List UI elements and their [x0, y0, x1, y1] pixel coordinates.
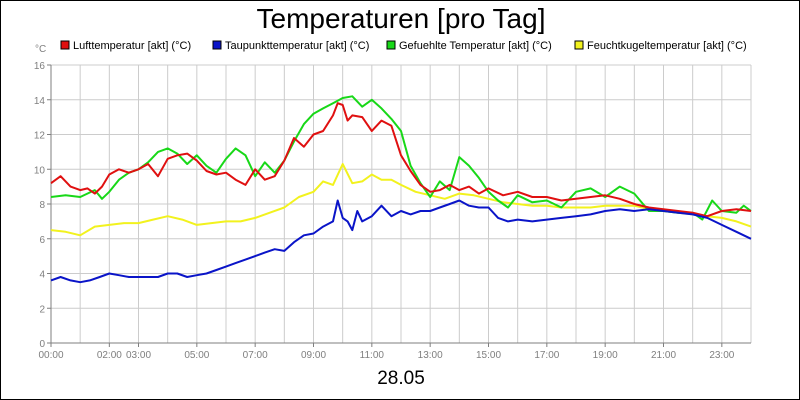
y-tick-label: 2 — [39, 304, 45, 315]
y-tick-label: 14 — [34, 96, 46, 107]
x-tick-label: 17:00 — [534, 350, 559, 361]
x-tick-label: 02:00 — [97, 350, 122, 361]
y-tick-label: 12 — [34, 131, 46, 142]
y-tick-label: 16 — [34, 61, 46, 72]
date-label: 28.05 — [377, 368, 425, 389]
legend-label-2: Taupunkttemperatur [akt] (°C) — [225, 40, 369, 52]
legend-swatch-3 — [386, 40, 396, 50]
chart-title: Temperaturen [pro Tag] — [256, 3, 546, 34]
x-tick-label: 05:00 — [184, 350, 209, 361]
legend-swatch-1 — [60, 40, 70, 50]
x-tick-label: 11:00 — [360, 350, 385, 361]
legend-swatch-2 — [212, 40, 222, 50]
x-tick-label: 00:00 — [38, 350, 63, 361]
x-tick-label: 07:00 — [243, 350, 268, 361]
series-line-2 — [50, 199, 752, 284]
series-line-3 — [50, 95, 752, 221]
x-tick-label: 19:00 — [593, 350, 618, 361]
legend-label-1: Lufttemperatur [akt] (°C) — [73, 40, 191, 52]
series-line-4 — [50, 163, 752, 237]
x-tick-label: 03:00 — [126, 350, 151, 361]
x-tick-label: 23:00 — [709, 350, 734, 361]
y-tick-label: 6 — [39, 235, 45, 246]
x-tick-label: 15:00 — [476, 350, 501, 361]
legend-swatch-4 — [574, 40, 584, 50]
x-tick-label: 13:00 — [418, 350, 443, 361]
y-tick-label: 4 — [39, 270, 45, 281]
y-tick-label: 0 — [39, 339, 45, 350]
series-line-1 — [50, 102, 752, 218]
y-tick-label: 8 — [39, 200, 45, 211]
x-tick-label: 21:00 — [651, 350, 676, 361]
legend-label-3: Gefuehlte Temperatur [akt] (°C) — [399, 40, 552, 52]
legend-label-4: Feuchtkugeltemperatur [akt] (°C) — [587, 40, 747, 52]
y-tick-label: 10 — [34, 165, 46, 176]
x-tick-label: 09:00 — [301, 350, 326, 361]
y-unit-label: °C — [35, 44, 46, 55]
